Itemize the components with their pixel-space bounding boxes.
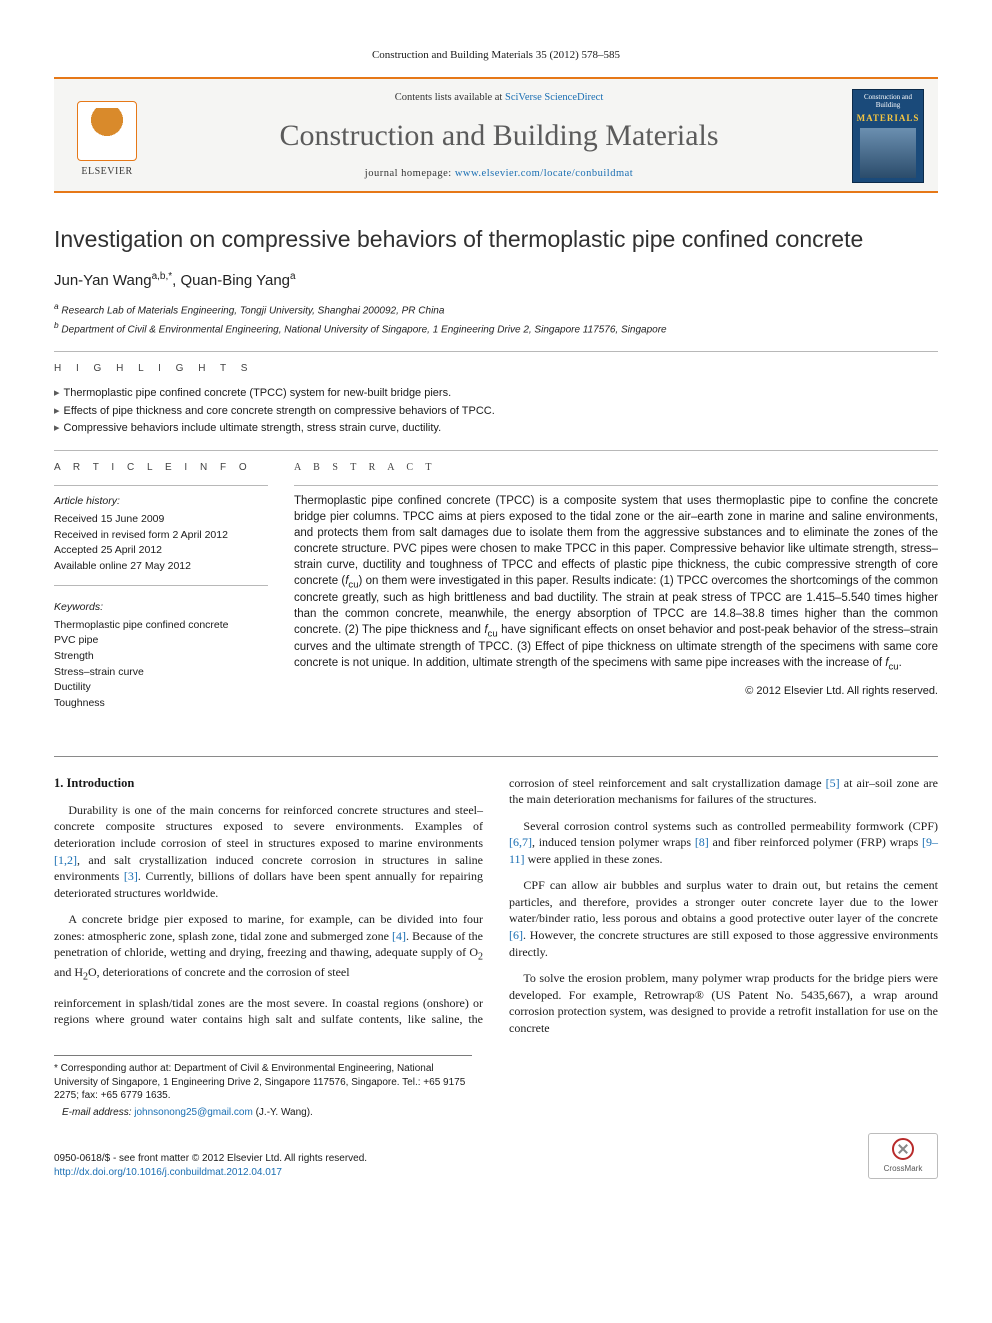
highlight-item: ▸ Thermoplastic pipe confined concrete (T… [54, 386, 938, 401]
arrow-icon: ▸ [54, 387, 60, 399]
sciencedirect-link[interactable]: SciVerse ScienceDirect [505, 92, 603, 103]
keyword: PVC pipe [54, 633, 268, 648]
crossmark-badge[interactable]: CrossMark [868, 1133, 938, 1179]
email-tail: (J.-Y. Wang). [253, 1107, 313, 1118]
doi-prefix[interactable]: http://dx.doi.org/ [54, 1167, 126, 1178]
cover-line1: Construction and Building [857, 94, 919, 109]
homepage-prefix: journal homepage: [365, 168, 455, 179]
footer-row: 0950-0618/$ - see front matter © 2012 El… [54, 1133, 938, 1179]
elsevier-logo: ELSEVIER [68, 93, 146, 179]
body-paragraph: CPF can allow air bubbles and surplus wa… [509, 877, 938, 960]
homepage-url[interactable]: www.elsevier.com/locate/conbuildmat [455, 168, 633, 179]
keyword: Strength [54, 649, 268, 664]
author-sup-1: a,b, [152, 271, 169, 282]
article-history-block: Article history: Received 15 June 2009 R… [54, 494, 268, 585]
history-line: Received in revised form 2 April 2012 [54, 528, 268, 543]
body-paragraph: Several corrosion control systems such a… [509, 818, 938, 868]
footer-left: 0950-0618/$ - see front matter © 2012 El… [54, 1152, 367, 1179]
copyright-line: © 2012 Elsevier Ltd. All rights reserved… [294, 684, 938, 699]
journal-cover-thumb: Construction and Building MATERIALS [852, 89, 924, 183]
keyword: Ductility [54, 680, 268, 695]
crossmark-label: CrossMark [884, 1163, 923, 1174]
highlights-list: ▸ Thermoplastic pipe confined concrete (T… [54, 386, 938, 436]
author-sep: , [172, 272, 180, 289]
contents-lists-line: Contents lists available at SciVerse Sci… [160, 91, 838, 106]
crossmark-icon [892, 1138, 914, 1160]
doi-value[interactable]: 10.1016/j.conbuildmat.2012.04.017 [126, 1167, 282, 1178]
masthead-center: Contents lists available at SciVerse Sci… [160, 91, 838, 182]
cover-line2: MATERIALS [857, 112, 920, 125]
doi-line: http://dx.doi.org/10.1016/j.conbuildmat.… [54, 1166, 367, 1180]
author-list: Jun-Yan Wanga,b,*, Quan-Bing Yanga [54, 270, 938, 291]
keyword: Toughness [54, 696, 268, 711]
abstract-text: Thermoplastic pipe confined concrete (TP… [294, 494, 938, 673]
corresponding-footnote: * Corresponding author at: Department of… [54, 1062, 472, 1103]
highlight-item: ▸ Compressive behaviors include ultimate … [54, 421, 938, 436]
body-text-columns: 1. Introduction Durability is one of the… [54, 775, 938, 1037]
history-line: Accepted 25 April 2012 [54, 543, 268, 558]
divider [294, 485, 938, 486]
author-name-1: Jun-Yan Wang [54, 272, 152, 289]
abstract-column: A B S T R A C T Thermoplastic pipe confi… [294, 461, 938, 735]
citation-line: Construction and Building Materials 35 (… [54, 48, 938, 63]
body-paragraph: To solve the erosion problem, many polym… [509, 970, 938, 1036]
email-label: E-mail address: [62, 1107, 134, 1118]
cover-image-icon [860, 128, 916, 178]
abstract-label: A B S T R A C T [294, 461, 938, 475]
affiliation-a: a Research Lab of Materials Engineering,… [54, 301, 938, 318]
highlight-text: Thermoplastic pipe confined concrete (TP… [64, 387, 452, 399]
page: Construction and Building Materials 35 (… [0, 0, 992, 1219]
history-line: Available online 27 May 2012 [54, 559, 268, 574]
divider [54, 485, 268, 486]
footnote-block: * Corresponding author at: Department of… [54, 1055, 472, 1119]
keyword: Stress–strain curve [54, 665, 268, 680]
arrow-icon: ▸ [54, 422, 60, 434]
elsevier-tree-icon [77, 101, 137, 161]
divider [54, 450, 938, 451]
arrow-icon: ▸ [54, 405, 60, 417]
highlight-text: Compressive behaviors include ultimate s… [64, 422, 442, 434]
issn-line: 0950-0618/$ - see front matter © 2012 El… [54, 1152, 367, 1166]
highlight-item: ▸ Effects of pipe thickness and core conc… [54, 404, 938, 419]
author-sup-2: a [290, 271, 296, 282]
affiliation-b: b Department of Civil & Environmental En… [54, 320, 938, 337]
email-link[interactable]: johnsonong25@gmail.com [134, 1107, 253, 1118]
history-line: Received 15 June 2009 [54, 512, 268, 527]
history-label: Article history: [54, 494, 268, 509]
article-info-column: A R T I C L E I N F O Article history: R… [54, 461, 268, 735]
email-footnote: E-mail address: johnsonong25@gmail.com (… [54, 1106, 472, 1120]
journal-masthead: ELSEVIER Contents lists available at Sci… [54, 79, 938, 193]
contents-prefix: Contents lists available at [395, 92, 505, 103]
author-name-2: Quan-Bing Yang [181, 272, 291, 289]
body-divider [54, 756, 938, 757]
journal-homepage-line: journal homepage: www.elsevier.com/locat… [160, 167, 838, 182]
intro-heading: 1. Introduction [54, 775, 483, 792]
article-title: Investigation on compressive behaviors o… [54, 223, 938, 255]
body-paragraph: A concrete bridge pier exposed to marine… [54, 911, 483, 984]
highlights-label: H I G H L I G H T S [54, 362, 938, 376]
keyword: Thermoplastic pipe confined concrete [54, 618, 268, 633]
journal-name: Construction and Building Materials [160, 115, 838, 157]
highlight-text: Effects of pipe thickness and core concr… [64, 405, 495, 417]
body-paragraph: Durability is one of the main concerns f… [54, 802, 483, 901]
keywords-block: Keywords: Thermoplastic pipe confined co… [54, 600, 268, 722]
elsevier-word: ELSEVIER [81, 165, 132, 179]
article-info-label: A R T I C L E I N F O [54, 461, 268, 475]
keywords-label: Keywords: [54, 600, 268, 615]
divider [54, 351, 938, 352]
info-abstract-row: A R T I C L E I N F O Article history: R… [54, 461, 938, 735]
